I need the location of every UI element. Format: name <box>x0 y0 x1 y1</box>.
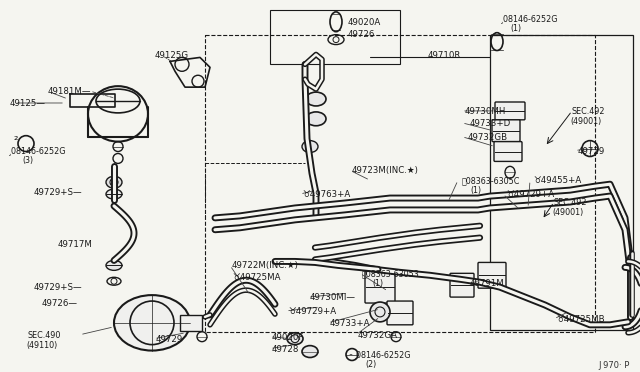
Text: 49722M(INC.★): 49722M(INC.★) <box>232 262 299 270</box>
Text: 49181M—: 49181M— <box>48 87 92 96</box>
FancyBboxPatch shape <box>450 273 474 297</box>
FancyBboxPatch shape <box>494 142 522 161</box>
Text: 49732GB: 49732GB <box>468 133 508 142</box>
FancyBboxPatch shape <box>495 102 525 120</box>
Bar <box>270 10 400 64</box>
Text: ¸08146-6252G: ¸08146-6252G <box>8 147 67 155</box>
Text: 49726—: 49726— <box>42 299 78 308</box>
Text: (1): (1) <box>510 24 521 33</box>
Text: (3): (3) <box>22 157 33 166</box>
Text: 49729: 49729 <box>156 335 183 344</box>
Ellipse shape <box>306 112 326 126</box>
Text: (49110): (49110) <box>26 341 57 350</box>
Text: 49125G: 49125G <box>155 51 189 61</box>
Ellipse shape <box>114 295 190 350</box>
Text: ♉49725MB: ♉49725MB <box>556 315 605 324</box>
Text: 倅08363-63053: 倅08363-63053 <box>362 269 420 278</box>
Ellipse shape <box>302 141 318 153</box>
Text: 49020F: 49020F <box>272 333 305 342</box>
Text: 49125—: 49125— <box>10 99 46 108</box>
Text: 49730MI—: 49730MI— <box>310 293 356 302</box>
Text: ♉49729+A: ♉49729+A <box>506 190 554 199</box>
Text: ♉49763+A: ♉49763+A <box>302 190 350 199</box>
FancyBboxPatch shape <box>492 120 520 142</box>
Text: 49733+D: 49733+D <box>470 119 511 128</box>
Text: 49728: 49728 <box>272 344 300 354</box>
Ellipse shape <box>106 260 122 270</box>
Bar <box>180 315 202 331</box>
Text: 49729+S—: 49729+S— <box>34 283 83 292</box>
Text: 49726: 49726 <box>348 30 376 39</box>
Ellipse shape <box>96 89 140 113</box>
FancyBboxPatch shape <box>387 301 413 325</box>
Ellipse shape <box>88 86 148 142</box>
Text: ♉49725MA: ♉49725MA <box>232 273 280 282</box>
Text: (1): (1) <box>470 186 481 195</box>
Text: SEC.492: SEC.492 <box>572 107 605 116</box>
Text: ¸08146-6252G: ¸08146-6252G <box>353 350 412 360</box>
Bar <box>205 35 595 332</box>
FancyBboxPatch shape <box>365 271 395 303</box>
Text: SEC.490: SEC.490 <box>28 331 61 340</box>
Text: (2): (2) <box>365 360 376 369</box>
Text: 49729: 49729 <box>578 147 605 155</box>
Bar <box>490 35 633 330</box>
Text: 49020A: 49020A <box>348 18 381 27</box>
Ellipse shape <box>302 346 318 357</box>
Text: 49730MH: 49730MH <box>465 107 506 116</box>
Text: ¸08146-6252G: ¸08146-6252G <box>500 14 559 23</box>
Text: 49710R: 49710R <box>428 51 461 61</box>
Text: 49791M: 49791M <box>470 279 505 288</box>
Text: (49001): (49001) <box>570 117 601 126</box>
FancyBboxPatch shape <box>478 262 506 288</box>
Text: 49717M: 49717M <box>58 240 93 248</box>
Ellipse shape <box>106 189 122 199</box>
Ellipse shape <box>106 176 122 188</box>
Text: ♉49729+A: ♉49729+A <box>288 307 336 316</box>
Text: ²: ² <box>13 136 19 145</box>
Text: 49732GA: 49732GA <box>358 331 398 340</box>
Ellipse shape <box>306 92 326 106</box>
Ellipse shape <box>370 302 390 322</box>
Text: 49733+A: 49733+A <box>330 319 371 328</box>
Text: 49723M(INC.★): 49723M(INC.★) <box>352 166 419 175</box>
Text: SEC.492: SEC.492 <box>554 198 588 207</box>
Ellipse shape <box>287 333 303 344</box>
Text: 49729+S—: 49729+S— <box>34 188 83 197</box>
Text: (49001): (49001) <box>552 208 583 217</box>
Text: ♉49455+A: ♉49455+A <box>533 176 581 185</box>
Text: 倅08363-6305C: 倅08363-6305C <box>462 176 520 185</box>
Text: (1): (1) <box>372 279 383 288</box>
Text: J 970· P: J 970· P <box>598 362 630 371</box>
